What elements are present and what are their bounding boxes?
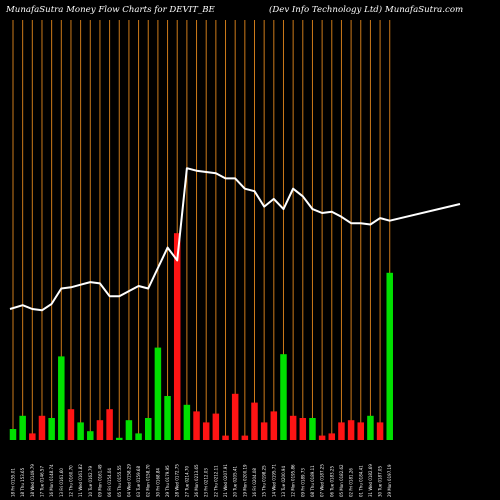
x-tick-label: 13 Fri 0161.60 [59, 468, 64, 497]
x-tick-label: 16 Mon 0148.74 [49, 464, 54, 497]
bar-up [144, 418, 152, 440]
bar-up [9, 429, 17, 440]
x-tick-label: 21 Wed 0207.91 [223, 464, 228, 497]
x-tick-label: 09 Mon 0161.49 [97, 464, 102, 497]
bar-down [212, 413, 220, 440]
money-flow-bars [9, 233, 393, 440]
bar-up [367, 415, 374, 440]
bar-down [260, 422, 268, 440]
bar-up [87, 431, 94, 440]
bar-down [338, 422, 345, 440]
x-tick-label: 18 Wed 0149.79 [30, 464, 35, 497]
bar-down [106, 409, 113, 440]
bar-up [116, 437, 123, 440]
x-tick-label: 15 Thu 0198.25 [262, 465, 267, 497]
x-tick-label: 09 Fri 0189.73 [300, 468, 305, 497]
x-tick-label: 04 Wed 0158.29 [126, 464, 131, 497]
bar-up [125, 420, 133, 440]
bar-down [96, 420, 104, 440]
bar-down [29, 433, 36, 440]
x-tick-label: 02 Mon 0158.70 [146, 464, 151, 497]
bar-up [386, 272, 393, 440]
bar-down [202, 422, 210, 440]
bar-up [19, 415, 26, 440]
x-tick-label: 30 Fri 0168.84 [155, 468, 160, 497]
bar-down [270, 411, 278, 440]
x-tick-label: 01 Thu 0184.41 [358, 465, 363, 497]
x-tick-label: 18 Fri 0155.01 [11, 468, 16, 497]
bar-up [135, 433, 142, 440]
chart-title-left: MunafaSutra Money Flow Charts for DEVIT_… [5, 5, 216, 15]
x-tick-label: 10 Tue 0162.79 [88, 466, 93, 497]
x-tick-label: 11 Wed 0161.82 [78, 464, 83, 497]
bar-up [58, 356, 65, 440]
price-line [9, 167, 461, 312]
x-tick-label: 08 Thu 0189.11 [310, 465, 315, 497]
x-tick-label: 19 Mon 0200.19 [242, 464, 247, 497]
x-tick-label: 27 Tue 0214.70 [184, 466, 189, 497]
bar-down [173, 233, 181, 440]
x-tick-label: 29 Mon 0197.19 [387, 464, 392, 497]
x-tick-label: 12 Mon 0195.86 [291, 464, 296, 497]
x-tick-label: 28 Wed 0172.75 [175, 464, 180, 497]
x-axis-tick-labels: 18 Fri 0155.01 18 Thu 153.65 18 Wed 0149.7… [11, 464, 393, 497]
x-tick-label: 18 Thu 153.65 [20, 467, 25, 497]
x-tick-label: 12 Thu 0160.70 [68, 465, 73, 497]
bar-down [67, 409, 75, 440]
grid-lines [12, 20, 391, 440]
x-tick-label: 20 Tue 0205.41 [233, 466, 238, 497]
bar-down [328, 433, 336, 440]
bar-up [309, 418, 316, 440]
bar-down [376, 422, 384, 440]
bar-down [251, 402, 258, 440]
x-tick-label: 30 Tue 0187.05 [378, 466, 383, 497]
bar-up [77, 422, 84, 440]
bar-down [357, 422, 365, 440]
bar-down [241, 435, 249, 440]
x-tick-label: 05 Thu 0155.55 [117, 465, 122, 497]
bar-up [164, 396, 171, 440]
bar-down [299, 418, 307, 440]
x-tick-label: 16 Fri 0204.08 [252, 468, 257, 497]
x-tick-label: 03 Tue 0159.68 [136, 466, 141, 497]
x-tick-label: 22 Thu 0212.11 [213, 465, 218, 497]
x-tick-label: 14 Wed 0195.71 [271, 464, 276, 497]
bar-up [48, 418, 55, 440]
bar-down [231, 393, 239, 440]
x-tick-label: 13 Tue 0200.94 [281, 466, 286, 497]
bar-down [193, 411, 200, 440]
bar-down [347, 420, 355, 440]
bar-down [318, 435, 326, 440]
x-tick-label: 06 Tue 0183.25 [329, 466, 334, 497]
x-tick-label: 26 Mon 0213.65 [194, 464, 199, 497]
bar-down [38, 415, 46, 440]
bar-down [222, 435, 229, 440]
x-tick-label: 23 Fri 0212.03 [204, 468, 209, 497]
x-tick-label: 06 Fri 0154.04 [107, 468, 112, 497]
bar-up [280, 354, 287, 440]
chart-title-right: (Dev Info Technology Ltd) MunafaSutra.co… [269, 4, 463, 15]
bar-up [183, 404, 191, 440]
x-tick-label: 05 Mon 0182.62 [339, 464, 344, 497]
bar-up [154, 347, 162, 440]
x-tick-label: 17 Tue 0146.57 [39, 466, 44, 497]
x-tick-label: 31 Wed 0182.69 [368, 464, 373, 497]
x-tick-label: 02 Fri 0181.26 [349, 468, 354, 497]
bar-down [289, 415, 297, 440]
x-tick-label: 07 Wed 0187.25 [320, 464, 325, 497]
x-tick-label: 29 Thu 0179.95 [165, 465, 170, 497]
